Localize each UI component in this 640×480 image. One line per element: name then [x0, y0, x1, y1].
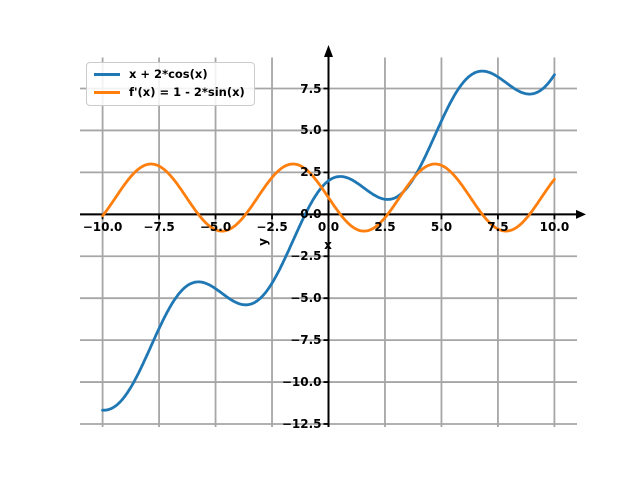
legend-line-sample-orange — [94, 91, 120, 95]
y-tick-label: 5.0 — [300, 123, 322, 138]
legend-line-sample-blue — [94, 73, 120, 77]
x-tick-label: −10.0 — [82, 220, 123, 235]
legend-label: x + 2*cos(x) — [129, 67, 208, 81]
axis-layer — [80, 45, 586, 427]
x-tick-label: −7.5 — [143, 220, 175, 235]
x-axis-arrow-icon — [576, 209, 586, 219]
y-tick-label: 0.0 — [300, 207, 322, 222]
y-tick-label: −2.5 — [290, 249, 322, 264]
y-axis-arrow-icon — [324, 45, 333, 57]
y-tick-label: 7.5 — [300, 81, 322, 96]
series-curve — [101, 69, 556, 412]
x-tick-label: −2.5 — [256, 220, 288, 235]
legend-item: x + 2*cos(x) — [94, 67, 245, 81]
y-tick-label: −10.0 — [281, 375, 322, 390]
x-tick-label: −5.0 — [199, 220, 232, 235]
legend: x + 2*cos(x) f'(x) = 1 - 2*sin(x) — [86, 62, 255, 107]
x-tick-label: 0.0 — [317, 220, 340, 235]
x-tick-label: 7.5 — [487, 220, 509, 235]
x-tick-label: 2.5 — [374, 220, 396, 235]
x-axis-label: x — [324, 238, 332, 252]
legend-label: f'(x) = 1 - 2*sin(x) — [129, 85, 245, 100]
y-tick-label: −12.5 — [281, 416, 322, 431]
y-tick-label: −7.5 — [290, 333, 322, 348]
y-axis-label: y — [256, 238, 270, 246]
curves-layer — [101, 69, 556, 412]
y-tick-label: −5.0 — [290, 291, 322, 306]
legend-item: f'(x) = 1 - 2*sin(x) — [94, 85, 245, 100]
series-curve — [101, 162, 556, 233]
y-tick-label: 2.5 — [300, 165, 322, 180]
x-tick-label: 5.0 — [430, 220, 453, 235]
x-tick-label: 10.0 — [539, 220, 570, 235]
